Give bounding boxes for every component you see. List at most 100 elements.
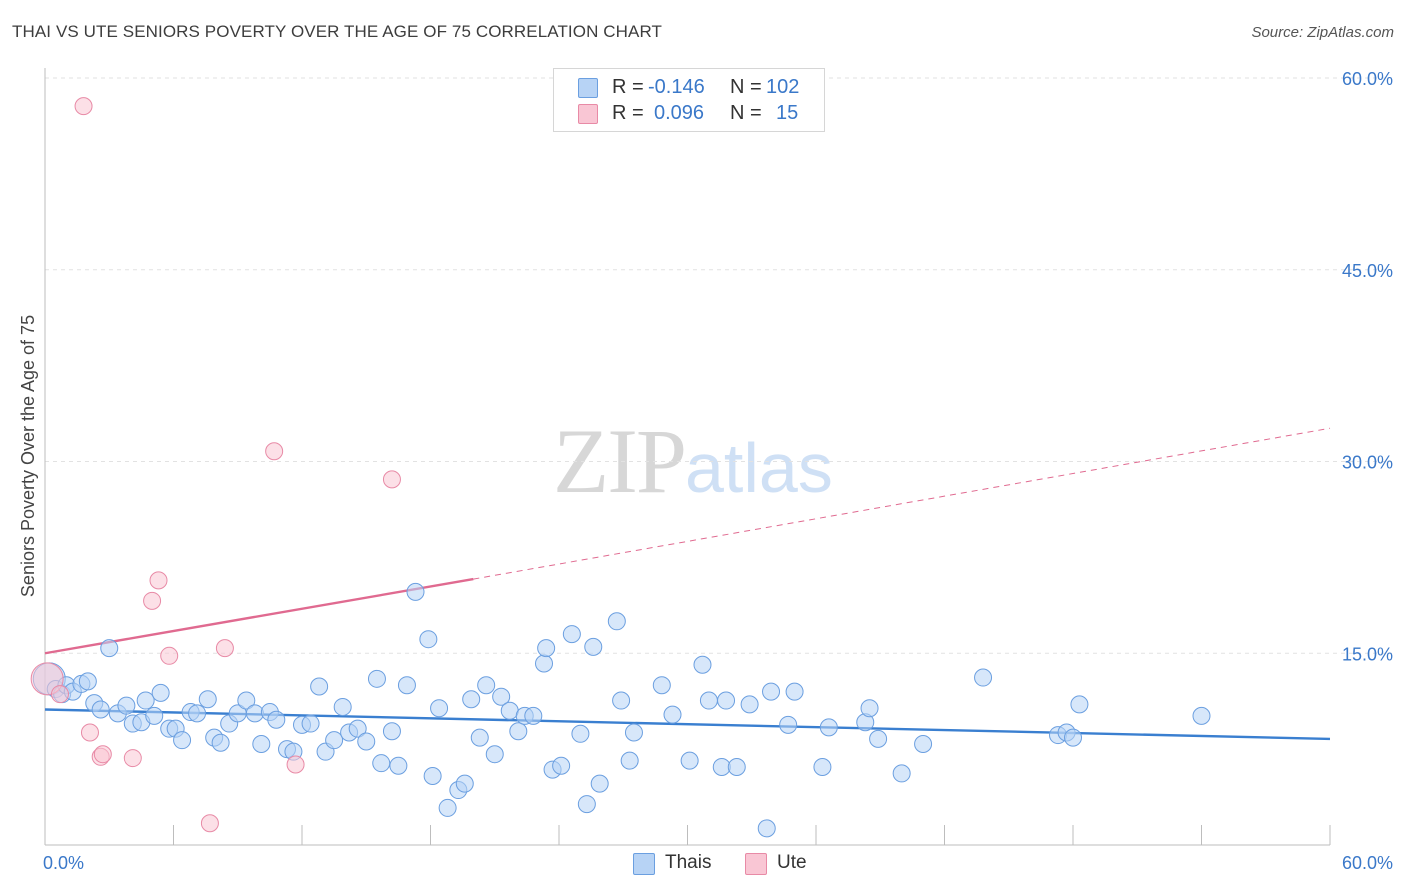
point-thais bbox=[571, 724, 590, 743]
point-thais bbox=[607, 612, 626, 631]
y-axis-label: Seniors Poverty Over the Age of 75 bbox=[18, 315, 38, 597]
point-thais bbox=[612, 691, 631, 710]
bottom-legend-label-ute: Ute bbox=[777, 852, 807, 873]
point-thais bbox=[652, 676, 671, 695]
bottom-legend-swatch-thais bbox=[633, 853, 655, 875]
point-thais bbox=[712, 758, 731, 777]
point-thais bbox=[577, 795, 596, 814]
legend-swatch-thais bbox=[578, 78, 598, 98]
point-ute bbox=[286, 755, 305, 774]
point-thais bbox=[455, 774, 474, 793]
chart-source: Source: ZipAtlas.com bbox=[1251, 24, 1394, 41]
point-thais bbox=[680, 751, 699, 770]
point-thais bbox=[813, 758, 832, 777]
point-thais bbox=[237, 691, 256, 710]
point-thais bbox=[740, 695, 759, 714]
legend-n-value: 15 bbox=[776, 102, 799, 124]
point-thais bbox=[78, 672, 97, 691]
point-thais bbox=[717, 691, 736, 710]
point-ute bbox=[50, 685, 69, 704]
point-thais bbox=[173, 731, 192, 750]
point-thais bbox=[348, 719, 367, 738]
point-thais bbox=[860, 699, 879, 718]
point-thais bbox=[397, 676, 416, 695]
legend-swatch-ute bbox=[578, 104, 598, 124]
y-tick-label: 15.0% bbox=[1342, 644, 1393, 664]
point-thais bbox=[252, 735, 271, 754]
x-tick-label-min: 0.0% bbox=[43, 853, 84, 873]
point-thais bbox=[267, 710, 286, 729]
point-thais bbox=[869, 729, 888, 748]
point-ute bbox=[265, 442, 284, 461]
point-thais bbox=[590, 774, 609, 793]
legend-r-value: -0.146 bbox=[648, 76, 705, 98]
chart-title: THAI VS UTE SENIORS POVERTY OVER THE AGE… bbox=[12, 22, 663, 41]
point-thais bbox=[419, 630, 438, 649]
point-thais bbox=[914, 735, 933, 754]
legend-n-label: N = bbox=[730, 102, 762, 124]
point-thais bbox=[785, 682, 804, 701]
point-thais bbox=[727, 758, 746, 777]
point-thais bbox=[136, 691, 155, 710]
point-thais bbox=[310, 677, 329, 696]
point-thais bbox=[524, 706, 543, 725]
point-thais bbox=[438, 798, 457, 817]
point-ute bbox=[74, 97, 93, 116]
point-thais bbox=[693, 655, 712, 674]
point-thais bbox=[470, 728, 489, 747]
legend-r-label: R = bbox=[612, 102, 644, 124]
point-thais bbox=[198, 690, 217, 709]
trend-lines bbox=[44, 427, 1331, 741]
grid-lines bbox=[45, 77, 1392, 654]
point-thais bbox=[357, 732, 376, 751]
point-thais bbox=[91, 700, 110, 719]
y-tick-label: 45.0% bbox=[1342, 261, 1393, 281]
point-thais bbox=[485, 745, 504, 764]
point-thais bbox=[188, 704, 207, 723]
point-thais bbox=[211, 733, 230, 752]
point-ute bbox=[123, 749, 142, 768]
point-thais bbox=[477, 676, 496, 695]
point-thais bbox=[389, 756, 408, 775]
point-thais bbox=[974, 668, 993, 687]
trendline-ute bbox=[44, 577, 474, 655]
point-thais bbox=[779, 715, 798, 734]
point-thais bbox=[430, 699, 449, 718]
point-thais bbox=[500, 701, 519, 720]
point-ute bbox=[93, 745, 112, 764]
point-thais bbox=[301, 714, 320, 733]
point-thais bbox=[1064, 728, 1082, 747]
point-ute bbox=[149, 571, 168, 590]
legend-r-label: R = bbox=[612, 76, 644, 98]
point-ute bbox=[382, 470, 401, 489]
point-thais bbox=[1070, 695, 1089, 714]
point-thais bbox=[819, 718, 838, 737]
point-thais bbox=[117, 696, 136, 715]
data-points bbox=[30, 97, 1211, 838]
point-thais bbox=[509, 722, 528, 741]
point-thais bbox=[892, 764, 911, 783]
point-ute bbox=[200, 814, 219, 833]
point-thais bbox=[462, 690, 481, 709]
point-thais bbox=[423, 766, 442, 785]
point-thais bbox=[624, 723, 643, 742]
point-thais bbox=[699, 691, 718, 710]
trendline-ute-extension bbox=[473, 427, 1331, 580]
x-tick-label-max: 60.0% bbox=[1342, 853, 1393, 873]
point-thais bbox=[492, 687, 511, 706]
point-thais bbox=[367, 669, 386, 688]
point-ute bbox=[143, 591, 162, 610]
axes bbox=[44, 68, 1331, 846]
y-tick-label: 60.0% bbox=[1342, 69, 1393, 89]
point-thais bbox=[562, 625, 581, 644]
point-thais bbox=[1192, 706, 1211, 725]
legend-n-value: 102 bbox=[766, 76, 800, 98]
axis-labels: 15.0% 30.0% 45.0% 60.0% 0.0% 60.0% Seniors Pov… bbox=[18, 69, 1393, 873]
bottom-legend-swatch-ute bbox=[745, 853, 767, 875]
point-thais bbox=[552, 756, 571, 775]
point-ute bbox=[80, 723, 99, 742]
point-thais bbox=[145, 706, 164, 725]
point-thais bbox=[245, 704, 264, 723]
point-thais bbox=[537, 639, 556, 658]
